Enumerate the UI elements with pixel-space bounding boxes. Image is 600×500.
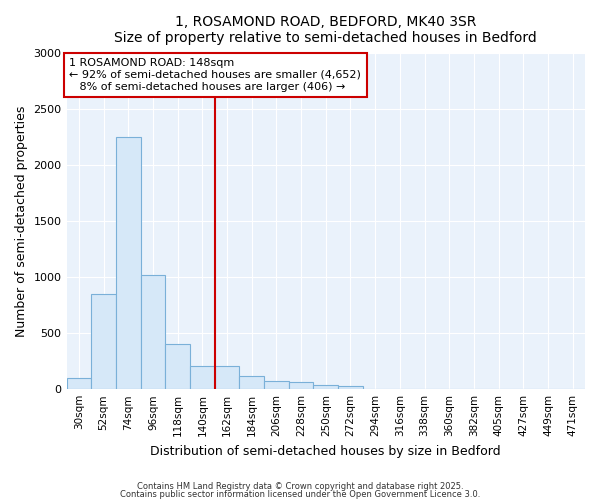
Bar [289,382,313,389]
Bar [215,366,239,389]
Bar [338,386,363,389]
Bar [165,344,190,389]
X-axis label: Distribution of semi-detached houses by size in Bedford: Distribution of semi-detached houses by … [151,444,501,458]
Bar [67,378,91,389]
Y-axis label: Number of semi-detached properties: Number of semi-detached properties [15,106,28,337]
Title: 1, ROSAMOND ROAD, BEDFORD, MK40 3SR
Size of property relative to semi-detached h: 1, ROSAMOND ROAD, BEDFORD, MK40 3SR Size… [115,15,537,45]
Text: Contains public sector information licensed under the Open Government Licence 3.: Contains public sector information licen… [120,490,480,499]
Bar [140,275,165,389]
Bar [91,294,116,389]
Text: 1 ROSAMOND ROAD: 148sqm
← 92% of semi-detached houses are smaller (4,652)
   8% : 1 ROSAMOND ROAD: 148sqm ← 92% of semi-de… [69,58,361,92]
Bar [190,366,215,389]
Bar [239,376,264,389]
Bar [116,138,140,389]
Text: Contains HM Land Registry data © Crown copyright and database right 2025.: Contains HM Land Registry data © Crown c… [137,482,463,491]
Bar [313,384,338,389]
Bar [264,381,289,389]
Bar [363,388,388,389]
